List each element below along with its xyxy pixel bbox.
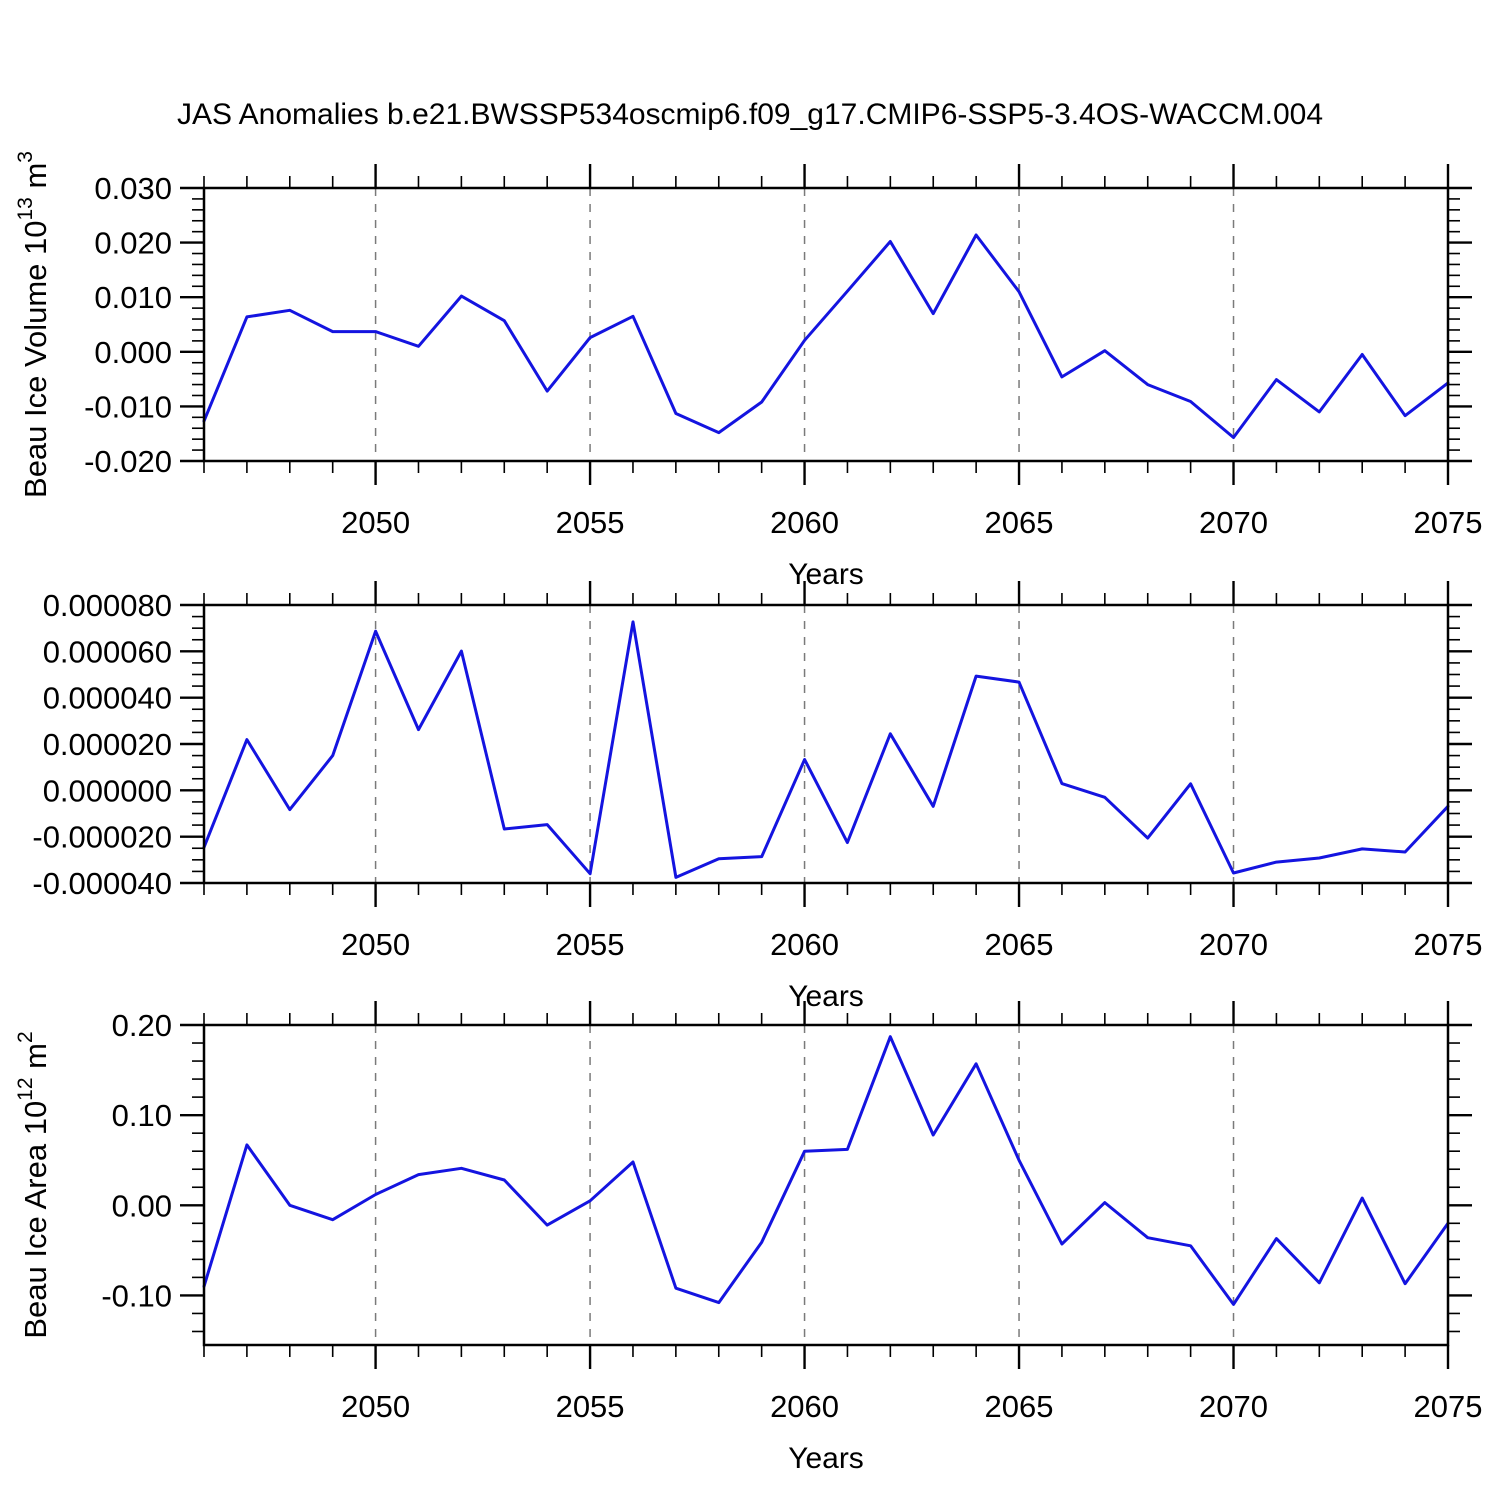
- series-line-beau-ice-anomaly-unlabeled: [202, 620, 1450, 879]
- x-tick-label: 2055: [556, 1389, 625, 1424]
- x-tick-label: 2070: [1199, 1389, 1268, 1424]
- x-axis-title: Years: [788, 1442, 864, 1475]
- x-tick-label: 2065: [985, 505, 1054, 540]
- y-tick-label: 0.000080: [43, 588, 172, 623]
- x-tick-label: 2060: [770, 1389, 839, 1424]
- series-line-beau-ice-volume: [202, 233, 1450, 439]
- y-tick-label: 0.020: [94, 226, 172, 261]
- y-tick-label: 0.10: [112, 1098, 172, 1133]
- x-tick-label: 2070: [1199, 505, 1268, 540]
- series-line-beau-ice-area: [202, 1035, 1450, 1306]
- x-tick-label: 2075: [1414, 505, 1483, 540]
- x-tick-label: 2060: [770, 505, 839, 540]
- panel-frame-beau-ice-volume: [202, 186, 1450, 463]
- y-tick-label: 0.000060: [43, 634, 172, 669]
- y-tick-label: 0.000: [94, 335, 172, 370]
- x-tick-label: 2055: [556, 927, 625, 962]
- panel-frame-beau-ice-area: [202, 1023, 1450, 1347]
- panel-frame-beau-ice-anomaly-unlabeled: [202, 603, 1450, 885]
- x-tick-label: 2050: [341, 927, 410, 962]
- x-tick-label: 2065: [985, 1389, 1054, 1424]
- x-tick-label: 2070: [1199, 927, 1268, 962]
- y-tick-label: 0.000040: [43, 681, 172, 716]
- y-tick-label: 0.030: [94, 171, 172, 206]
- x-tick-label: 2075: [1414, 927, 1483, 962]
- x-tick-label: 2065: [985, 927, 1054, 962]
- chart-title: JAS Anomalies b.e21.BWSSP534oscmip6.f09_…: [176, 98, 1324, 131]
- x-tick-label: 2050: [341, 1389, 410, 1424]
- y-tick-label: -0.010: [84, 389, 172, 424]
- x-tick-label: 2055: [556, 505, 625, 540]
- y-tick-label: -0.10: [101, 1278, 172, 1313]
- y-tick-label: -0.000040: [32, 866, 172, 901]
- y-tick-label: 0.010: [94, 280, 172, 315]
- x-axis-title: Years: [788, 558, 864, 591]
- y-tick-label: 0.00: [112, 1188, 172, 1223]
- y-tick-label: 0.20: [112, 1008, 172, 1043]
- y-axis-title: Beau Ice Volume 1013 m3: [14, 151, 53, 498]
- y-tick-label: 0.000000: [43, 773, 172, 808]
- y-tick-label: -0.000020: [32, 820, 172, 855]
- x-tick-label: 2050: [341, 505, 410, 540]
- x-tick-label: 2075: [1414, 1389, 1483, 1424]
- x-axis-title: Years: [788, 980, 864, 1013]
- y-axis-title: Beau Ice Area 1012 m2: [14, 1031, 53, 1338]
- x-tick-label: 2060: [770, 927, 839, 962]
- y-tick-label: 0.000020: [43, 727, 172, 762]
- y-tick-label: -0.020: [84, 444, 172, 479]
